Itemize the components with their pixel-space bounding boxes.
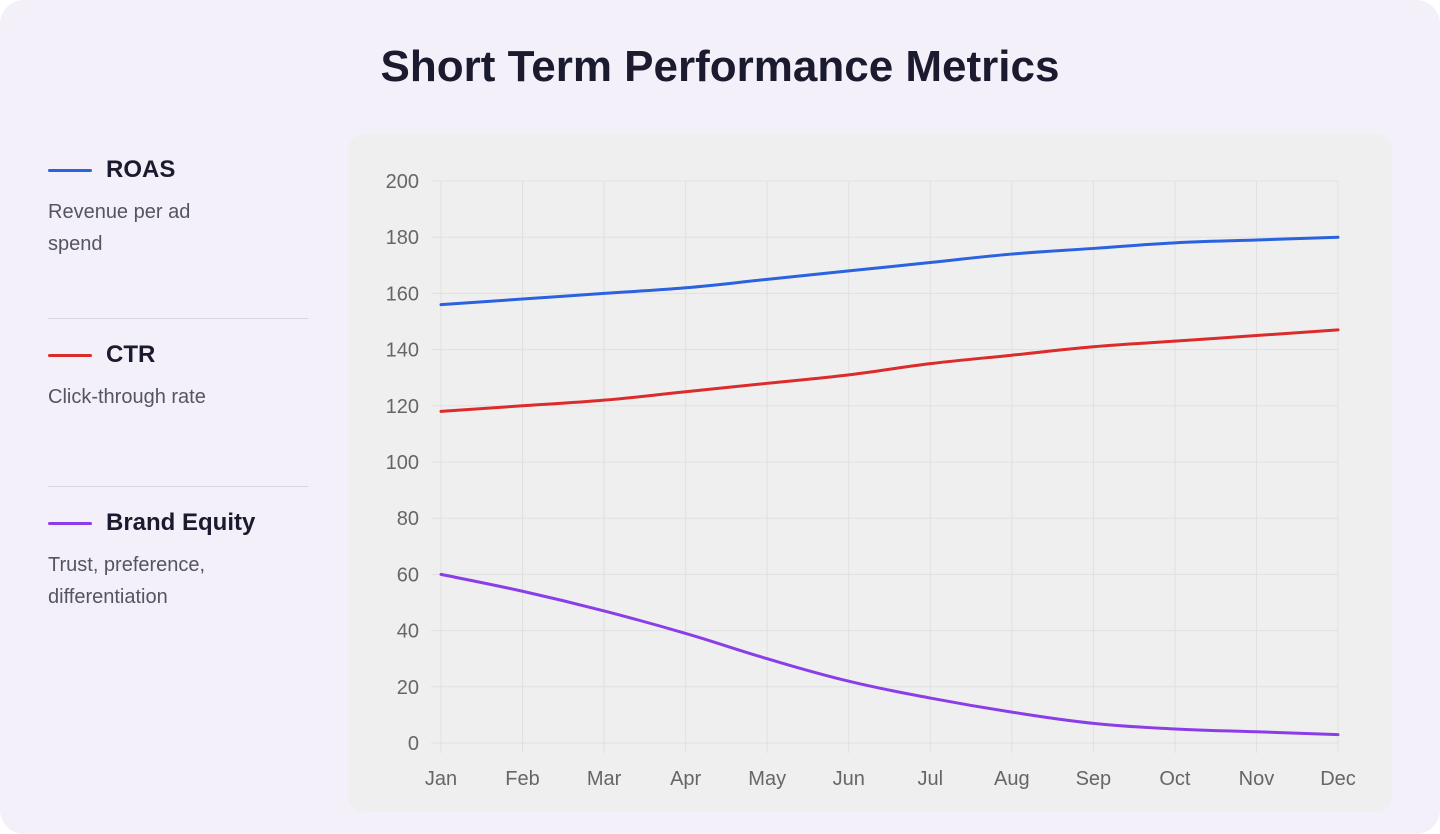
data-point-roas-dec[interactable] [1330,229,1346,245]
legend-swatch-roas [48,168,92,172]
y-tick-label-100: 100 [386,452,419,474]
plot-area: 0 20 40 60 80 100 120 140 160 180 200 Jan Feb Mar Apr… [348,134,1392,812]
data-point-brand-equity-may[interactable] [759,651,775,667]
y-tick-label-60: 60 [397,564,419,586]
line-chart: 0 20 40 60 80 100 120 140 160 180 200 Jan Feb Mar Apr… [386,171,1356,790]
x-tick-label-dec: Dec [1320,768,1356,790]
y-tick-label-20: 20 [397,677,419,699]
x-tick-label-sep: Sep [1076,768,1112,790]
data-point-roas-may[interactable] [759,271,775,287]
legend-description-brand-equity: Trust, preference, differentiation [48,554,206,608]
series-line-ctr [439,328,1340,413]
data-point-roas-jan[interactable] [433,297,449,313]
data-point-brand-equity-jun[interactable] [841,673,857,689]
data-point-roas-sep[interactable] [1085,240,1101,256]
x-tick-label-aug: Aug [994,768,1030,790]
series-lines [433,229,1346,743]
data-point-ctr-jun[interactable] [841,367,857,383]
data-point-roas-jun[interactable] [841,263,857,279]
data-point-ctr-mar[interactable] [596,392,612,408]
data-point-brand-equity-jul[interactable] [922,690,938,706]
data-point-roas-jul[interactable] [922,254,938,270]
y-tick-label-40: 40 [397,621,419,643]
x-tick-label-nov: Nov [1239,768,1275,790]
data-point-brand-equity-dec[interactable] [1330,727,1346,743]
y-tick-label-160: 160 [386,283,419,305]
y-tick-label-200: 200 [386,171,419,193]
data-point-roas-oct[interactable] [1167,235,1183,251]
data-point-ctr-apr[interactable] [678,384,694,400]
data-point-ctr-aug[interactable] [1004,347,1020,363]
chart-title: Short Term Performance Metrics [380,42,1060,91]
data-point-ctr-sep[interactable] [1085,339,1101,355]
legend-item-roas: ROAS Revenue per ad spend [48,150,308,318]
x-axis-ticks: Jan Feb Mar Apr May Jun Jul Aug Sep Oct Nov Dec [425,768,1356,790]
legend-description-ctr: Click-through rate [48,386,206,408]
y-tick-label-0: 0 [408,733,419,755]
y-tick-label-180: 180 [386,227,419,249]
data-point-roas-mar[interactable] [596,285,612,301]
legend-name-ctr: CTR [106,341,156,368]
data-point-roas-apr[interactable] [678,280,694,296]
data-point-roas-aug[interactable] [1004,246,1020,262]
legend-description-roas: Revenue per ad spend [48,201,191,255]
legend-item-brand-equity: Brand Equity Trust, preference, differen… [48,486,308,654]
data-point-brand-equity-mar[interactable] [596,603,612,619]
series-line-roas [439,235,1340,307]
x-tick-label-mar: Mar [587,768,622,790]
data-point-ctr-may[interactable] [759,375,775,391]
data-point-ctr-oct[interactable] [1167,333,1183,349]
data-point-brand-equity-apr[interactable] [678,625,694,641]
data-point-brand-equity-oct[interactable] [1167,721,1183,737]
y-tick-label-120: 120 [386,396,419,418]
data-point-ctr-feb[interactable] [515,398,531,414]
legend-name-brand-equity: Brand Equity [106,509,256,536]
data-point-ctr-nov[interactable] [1248,328,1264,344]
legend-item-ctr: CTR Click-through rate [48,318,308,486]
data-point-brand-equity-nov[interactable] [1248,724,1264,740]
grid-lines [431,180,1339,753]
x-tick-label-jun: Jun [833,768,865,790]
x-tick-label-feb: Feb [505,768,539,790]
series-line-brand-equity [439,572,1340,737]
x-tick-label-jan: Jan [425,768,457,790]
y-tick-label-140: 140 [386,340,419,362]
data-point-brand-equity-feb[interactable] [515,583,531,599]
data-point-ctr-dec[interactable] [1330,322,1346,338]
data-point-ctr-jan[interactable] [433,403,449,419]
x-tick-label-jul: Jul [917,768,943,790]
data-point-brand-equity-jan[interactable] [433,566,449,582]
y-tick-label-80: 80 [397,508,419,530]
data-point-ctr-jul[interactable] [922,356,938,372]
x-tick-label-apr: Apr [670,768,701,790]
y-axis-ticks: 0 20 40 60 80 100 120 140 160 180 200 [386,171,419,755]
legend-swatch-brand-equity [48,521,92,525]
data-point-roas-feb[interactable] [515,291,531,307]
data-point-roas-nov[interactable] [1248,232,1264,248]
x-tick-label-oct: Oct [1159,768,1191,790]
x-tick-label-may: May [748,768,786,790]
data-point-brand-equity-sep[interactable] [1085,715,1101,731]
legend-swatch-ctr [48,353,92,357]
legend: ROAS Revenue per ad spend CTR Click-thro… [48,150,308,654]
data-point-brand-equity-aug[interactable] [1004,704,1020,720]
legend-name-roas: ROAS [106,156,176,183]
